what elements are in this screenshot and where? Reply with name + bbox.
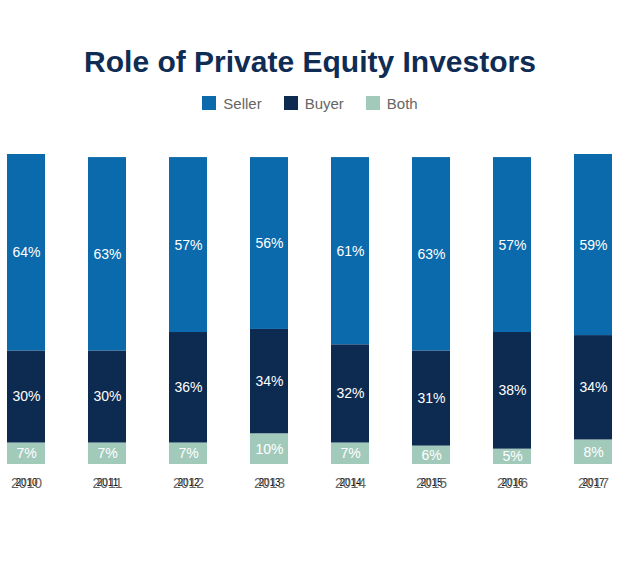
svg-text:10%: 10% xyxy=(255,441,283,457)
html-text:Seller: Seller xyxy=(223,94,262,112)
svg-text:7%: 7% xyxy=(340,445,360,461)
svg-text:30%: 30% xyxy=(93,388,121,404)
svg-text:36%: 36% xyxy=(174,379,202,395)
html-text:Role of Private Equity Investo: Role of Private Equity Investors xyxy=(84,45,536,78)
html-text:Buyer: Buyer xyxy=(304,94,344,112)
svg-text:31%: 31% xyxy=(417,390,445,406)
svg-text:2010: 2010 xyxy=(11,475,42,491)
svg-text:57%: 57% xyxy=(498,237,526,253)
html-text:Both: Both xyxy=(386,94,418,112)
svg-text:34%: 34% xyxy=(579,379,607,395)
svg-text:64%: 64% xyxy=(12,244,40,260)
svg-text:30%: 30% xyxy=(12,388,40,404)
svg-text:5%: 5% xyxy=(502,448,522,464)
svg-text:2013: 2013 xyxy=(254,475,285,491)
svg-text:61%: 61% xyxy=(336,243,364,259)
svg-text:57%: 57% xyxy=(174,237,202,253)
svg-text:2014: 2014 xyxy=(335,475,366,491)
svg-text:8%: 8% xyxy=(583,444,603,460)
svg-text:63%: 63% xyxy=(417,246,445,262)
svg-text:2017: 2017 xyxy=(578,475,609,491)
svg-text:2015: 2015 xyxy=(416,475,447,491)
svg-text:32%: 32% xyxy=(336,385,364,401)
svg-text:7%: 7% xyxy=(16,445,36,461)
svg-text:7%: 7% xyxy=(178,445,198,461)
svg-text:2016: 2016 xyxy=(497,475,528,491)
svg-text:38%: 38% xyxy=(498,382,526,398)
svg-text:63%: 63% xyxy=(93,246,121,262)
svg-text:7%: 7% xyxy=(97,445,117,461)
svg-text:34%: 34% xyxy=(255,373,283,389)
svg-text:2011: 2011 xyxy=(92,475,122,491)
svg-text:2012: 2012 xyxy=(173,475,204,491)
svg-text:56%: 56% xyxy=(255,235,283,251)
svg-text:6%: 6% xyxy=(421,447,441,463)
svg-text:59%: 59% xyxy=(579,237,607,253)
